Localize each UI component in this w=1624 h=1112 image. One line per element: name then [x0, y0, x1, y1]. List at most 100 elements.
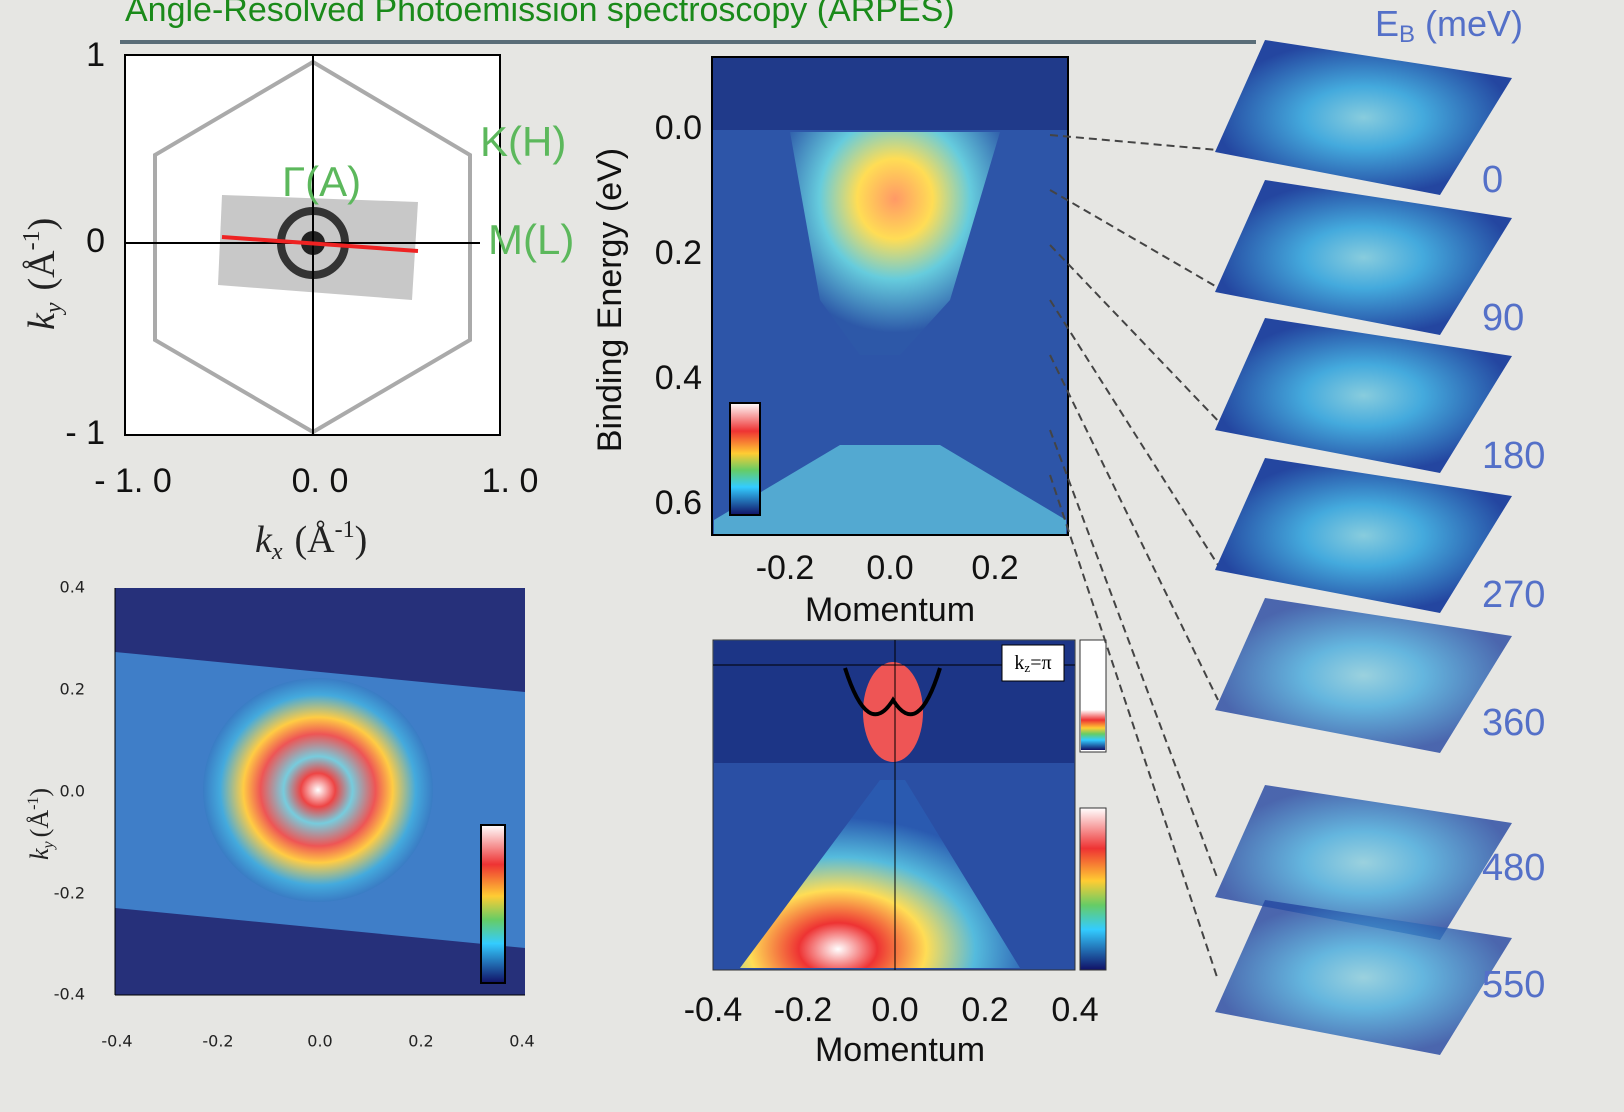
tick-label: - 1. 0 — [94, 462, 171, 500]
tick-label: 0.2 — [961, 991, 1008, 1029]
point-label: Γ(A) — [282, 158, 361, 205]
above-fermi — [713, 58, 1067, 130]
symbol: E — [1375, 3, 1399, 44]
tick-label: 0.4 — [1051, 991, 1098, 1029]
bz-panel: K(H) Γ(A) M(L) 1 0 - 1 - 1. 0 0. 0 1. 0 … — [19, 36, 575, 565]
text: =π — [1030, 652, 1051, 674]
connector — [1049, 134, 1219, 151]
energy-slice — [1215, 180, 1512, 335]
lower-cone — [714, 445, 1066, 534]
energy-slice — [1215, 458, 1512, 613]
tick-label: 0.4 — [509, 1032, 534, 1051]
energy-slice — [1215, 785, 1512, 940]
energy-label: 360 — [1482, 702, 1545, 744]
y-axis-label: ky (Å-1) — [19, 218, 67, 330]
tick-label: -0.2 — [202, 1032, 233, 1051]
tick-label: -0.2 — [774, 991, 833, 1029]
unit: (Å — [21, 250, 63, 291]
subscript: B — [1399, 21, 1415, 48]
x-axis-label: Momentum — [805, 591, 975, 629]
dispersion-panel: 0.0 0.2 0.4 0.6 -0.2 0.0 0.2 Momentum Bi… — [591, 56, 1069, 629]
fit-curve — [843, 667, 942, 717]
tick-label: 0.4 — [60, 578, 85, 597]
symbol: k — [25, 848, 54, 860]
slices-header: EB (meV) — [1375, 3, 1523, 49]
tick-label: 1. 0 — [482, 462, 539, 500]
tick-label: -0.4 — [684, 991, 743, 1029]
unit: ) — [25, 788, 54, 797]
energy-label: 0 — [1482, 159, 1503, 201]
energy-label: 180 — [1482, 435, 1545, 477]
tick-label: - 1 — [65, 414, 105, 452]
lower-band — [740, 780, 1020, 968]
connector — [1049, 429, 1219, 881]
superscript: -1 — [25, 797, 42, 810]
connector — [1049, 244, 1223, 426]
unit: ) — [355, 519, 368, 561]
annotation-box — [1001, 644, 1065, 682]
map-panel: 0.4 0.2 0.0 -0.2 -0.4 -0.4 -0.2 0.0 0.2 … — [25, 578, 535, 1051]
y-axis-label: Binding Energy (eV) — [591, 148, 629, 452]
fermi-map — [203, 678, 433, 902]
connectors — [1049, 134, 1223, 981]
connector — [1049, 354, 1219, 701]
upper-cone — [790, 132, 1000, 355]
energy-slice — [1215, 900, 1512, 1055]
symbol: k — [1014, 652, 1024, 674]
tick-label: 0. 0 — [292, 462, 349, 500]
energy-slice — [1215, 598, 1512, 753]
energy-label: 550 — [1482, 964, 1545, 1006]
unit: (Å — [295, 519, 336, 561]
subscript: x — [271, 539, 283, 565]
tick-label: 0.0 — [866, 549, 913, 587]
tick-label: 0.6 — [655, 484, 702, 522]
tick-label: 0.4 — [655, 359, 702, 397]
title: Angle-Resolved Photoemission spectroscop… — [125, 0, 955, 29]
symbol: k — [21, 312, 63, 330]
tick-label: -0.2 — [54, 884, 85, 903]
subscript: y — [40, 840, 57, 850]
subscript: y — [41, 302, 67, 315]
tick-label: -0.4 — [54, 985, 85, 1004]
unit: (meV) — [1425, 3, 1523, 44]
y-axis-label: ky (Å-1) — [25, 788, 57, 860]
unit: ) — [21, 218, 63, 231]
connector — [1049, 474, 1219, 981]
tick-label: 0 — [86, 222, 105, 260]
tick-label: 1 — [86, 36, 105, 74]
tick-label: 0.0 — [871, 991, 918, 1029]
unit: (Å — [25, 810, 54, 838]
energy-slice — [1215, 40, 1512, 195]
point-label: M(L) — [488, 216, 574, 263]
tick-label: 0.0 — [307, 1032, 332, 1051]
energy-slice — [1215, 318, 1512, 473]
x-axis-label: Momentum — [815, 1031, 985, 1069]
symbol: k — [255, 519, 273, 561]
annotation: kz=π — [1014, 652, 1051, 675]
energy-label: 270 — [1482, 574, 1545, 616]
colorbar — [1079, 807, 1107, 971]
point-label: K(H) — [480, 118, 566, 165]
connector — [1049, 189, 1223, 291]
cut-line — [221, 235, 419, 253]
subscript: z — [1024, 660, 1030, 675]
slices: EB (meV) 0 90 180 270 360 480 550 — [1049, 3, 1545, 1055]
colorbar — [729, 402, 761, 516]
energy-label: 90 — [1482, 297, 1524, 339]
superscript: -1 — [335, 517, 355, 543]
superscript: -1 — [19, 230, 45, 250]
tick-label: 0.2 — [60, 680, 85, 699]
tick-label: 0.2 — [408, 1032, 433, 1051]
upper-band — [863, 662, 923, 762]
tick-label: -0.2 — [756, 549, 815, 587]
tick-label: 0.0 — [655, 109, 702, 147]
kz-panel: kz=π -0.4 -0.2 0.0 0.2 0.4 Momentum — [684, 639, 1107, 1069]
tick-label: 0.2 — [655, 234, 702, 272]
colorbar-fill — [1081, 710, 1105, 750]
connector — [1049, 299, 1219, 566]
tick-label: 0.2 — [971, 549, 1018, 587]
tick-label: -0.4 — [101, 1032, 132, 1051]
x-axis-label: kx (Å-1) — [255, 517, 367, 565]
